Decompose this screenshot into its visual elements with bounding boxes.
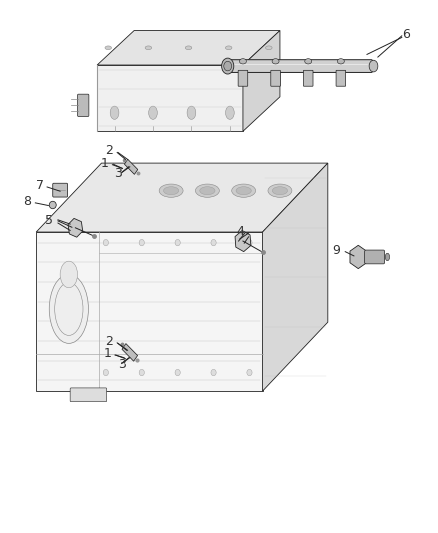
- Ellipse shape: [272, 187, 288, 195]
- FancyBboxPatch shape: [238, 70, 248, 86]
- Ellipse shape: [369, 60, 378, 72]
- Ellipse shape: [49, 201, 56, 209]
- Ellipse shape: [272, 59, 279, 64]
- Ellipse shape: [145, 46, 152, 50]
- Ellipse shape: [247, 369, 252, 376]
- Polygon shape: [235, 230, 251, 252]
- Ellipse shape: [236, 187, 251, 195]
- Ellipse shape: [305, 59, 312, 64]
- Text: 3: 3: [114, 167, 122, 180]
- Ellipse shape: [159, 184, 183, 197]
- FancyBboxPatch shape: [364, 250, 385, 264]
- Polygon shape: [124, 159, 138, 174]
- Text: 1: 1: [103, 348, 111, 360]
- Ellipse shape: [222, 58, 234, 74]
- Ellipse shape: [247, 239, 252, 246]
- Text: 3: 3: [118, 358, 126, 371]
- Ellipse shape: [163, 187, 179, 195]
- Ellipse shape: [268, 184, 292, 197]
- Ellipse shape: [232, 184, 256, 197]
- Polygon shape: [97, 65, 243, 131]
- Ellipse shape: [175, 239, 180, 246]
- Ellipse shape: [337, 59, 344, 64]
- Ellipse shape: [139, 239, 145, 246]
- Ellipse shape: [185, 46, 192, 50]
- Ellipse shape: [224, 61, 232, 71]
- Ellipse shape: [175, 369, 180, 376]
- FancyBboxPatch shape: [53, 183, 67, 197]
- Ellipse shape: [110, 106, 119, 119]
- Polygon shape: [122, 344, 138, 361]
- Ellipse shape: [49, 274, 88, 343]
- FancyBboxPatch shape: [229, 60, 373, 72]
- Ellipse shape: [226, 46, 232, 50]
- Ellipse shape: [200, 187, 215, 195]
- Text: 9: 9: [332, 244, 340, 257]
- Ellipse shape: [211, 239, 216, 246]
- Text: 1: 1: [101, 157, 109, 169]
- Ellipse shape: [211, 369, 216, 376]
- Ellipse shape: [385, 253, 390, 261]
- Polygon shape: [68, 219, 83, 237]
- Polygon shape: [350, 245, 367, 269]
- Text: 4: 4: [236, 225, 244, 238]
- Ellipse shape: [105, 46, 112, 50]
- Ellipse shape: [265, 46, 272, 50]
- Text: 2: 2: [106, 144, 113, 157]
- Text: 5: 5: [45, 214, 53, 227]
- Text: 7: 7: [35, 179, 44, 192]
- Ellipse shape: [226, 106, 234, 119]
- Polygon shape: [262, 163, 328, 391]
- Ellipse shape: [195, 184, 219, 197]
- Polygon shape: [97, 30, 280, 65]
- Ellipse shape: [103, 239, 109, 246]
- Ellipse shape: [187, 106, 196, 119]
- Polygon shape: [36, 232, 262, 391]
- FancyBboxPatch shape: [336, 70, 346, 86]
- Ellipse shape: [148, 106, 157, 119]
- Ellipse shape: [60, 261, 78, 288]
- Text: 2: 2: [106, 335, 113, 348]
- Text: 6: 6: [402, 28, 410, 41]
- Ellipse shape: [103, 369, 109, 376]
- Polygon shape: [243, 30, 280, 131]
- FancyBboxPatch shape: [304, 70, 313, 86]
- Ellipse shape: [139, 369, 145, 376]
- FancyBboxPatch shape: [271, 70, 280, 86]
- Text: 8: 8: [24, 195, 32, 208]
- FancyBboxPatch shape: [70, 388, 107, 402]
- Ellipse shape: [240, 59, 247, 64]
- FancyBboxPatch shape: [78, 94, 89, 116]
- Polygon shape: [36, 163, 328, 232]
